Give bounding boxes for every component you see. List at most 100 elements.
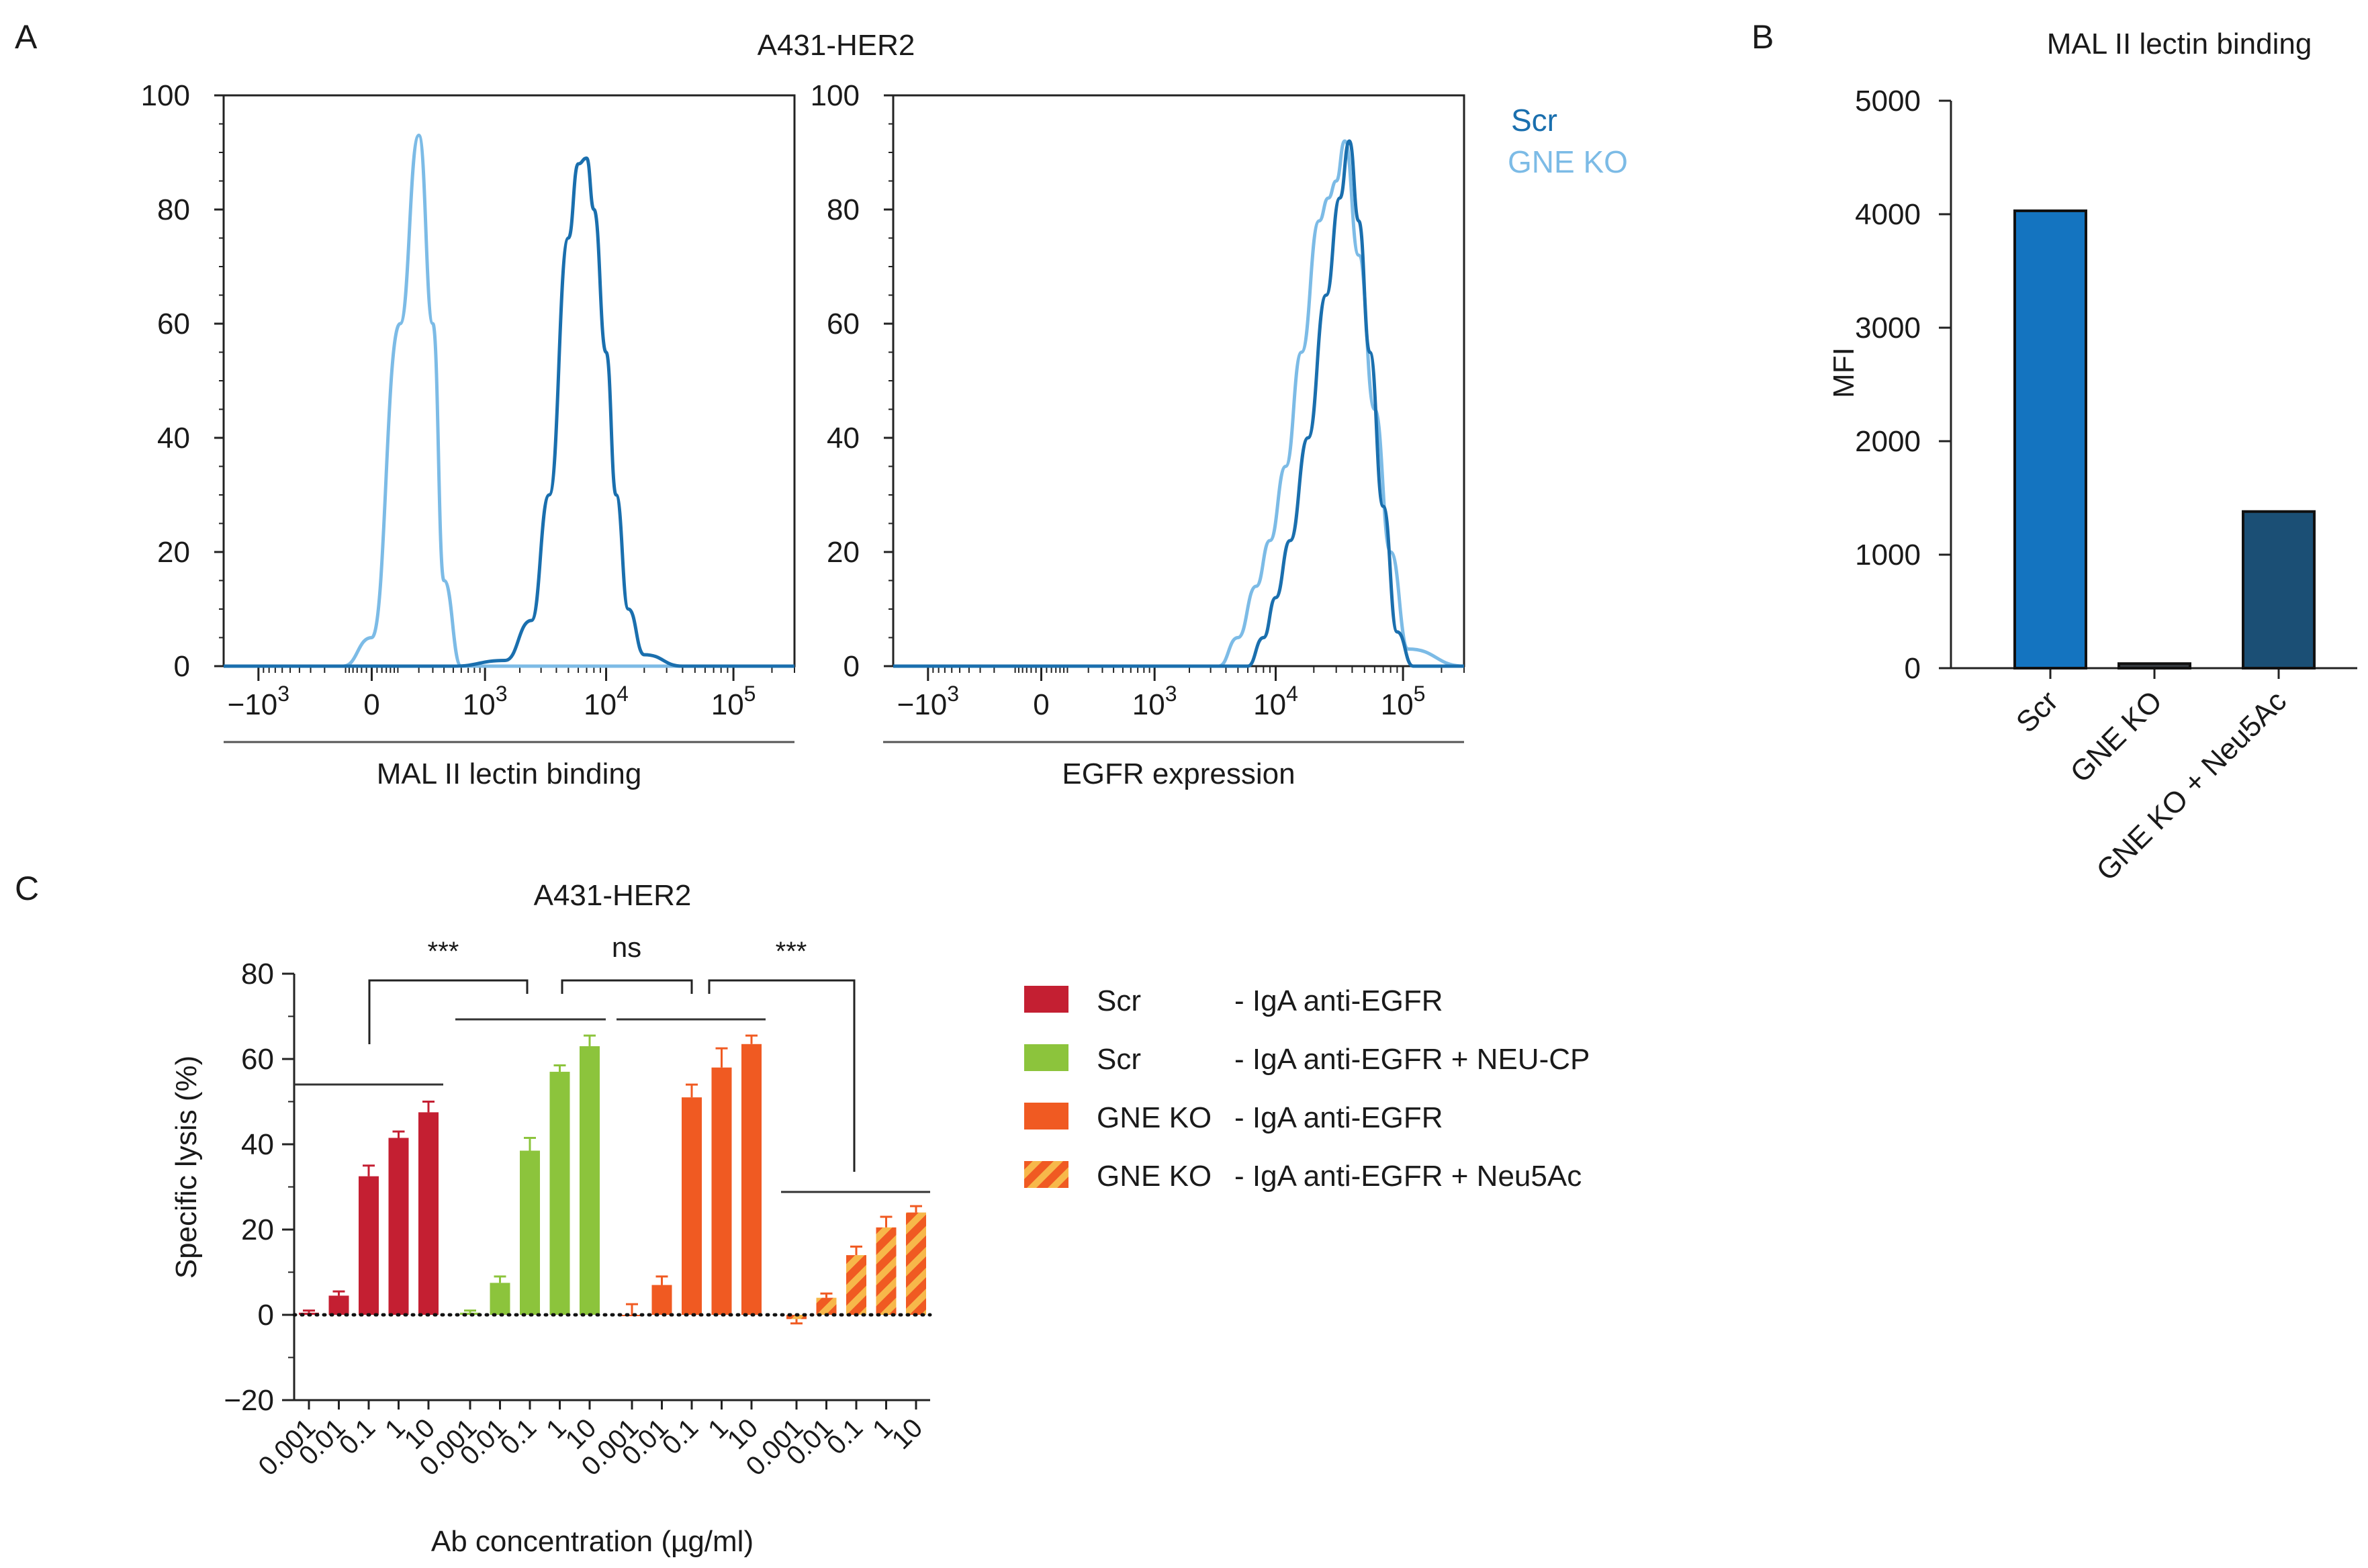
right-y-tick-label: 20	[827, 536, 860, 569]
c-bar	[549, 1072, 570, 1315]
left-x-tick-label: 105	[711, 682, 756, 721]
c-y-tick-label: 20	[241, 1213, 274, 1246]
c-y-tick-label: −20	[224, 1384, 274, 1417]
c-bar	[328, 1295, 349, 1315]
left-y-tick-label: 0	[174, 650, 190, 683]
legend-swatch-3	[1024, 1103, 1068, 1129]
left-x-label: MAL II lectin binding	[377, 757, 642, 790]
c-x-tick-label: 0.1	[334, 1413, 381, 1460]
panel-a-label: A	[15, 18, 38, 56]
panel-c-y-label: Specific lysis (%)	[170, 1056, 203, 1279]
left-y-tick-label: 20	[157, 536, 190, 569]
legend-group-2: Scr	[1097, 1043, 1141, 1076]
right-y-tick-label: 40	[827, 422, 860, 455]
panel-b: B MAL II lectin binding MFI 5000 4000 3000…	[1751, 18, 2357, 887]
c-bar	[520, 1150, 540, 1315]
sig-bracket-3	[708, 979, 856, 1172]
c-x-tick-label: 0.1	[821, 1413, 868, 1460]
panel-c: C A431-HER2 Specific lysis (%) Ab concen…	[15, 870, 1590, 1558]
c-bar	[418, 1112, 439, 1315]
legend-group-3: GNE KO	[1097, 1101, 1212, 1134]
sig-label-1: ***	[428, 937, 459, 966]
left-x-tick-label: 104	[584, 682, 629, 721]
left-x-axis: −103 0 103 104 105	[228, 666, 795, 721]
c-bar	[846, 1255, 866, 1315]
left-plot-frame	[222, 94, 796, 667]
right-x-axis: −103 0 103 104 105	[897, 666, 1465, 721]
left-y-tick-label: 60	[157, 308, 190, 340]
b-category-label: Scr	[2010, 684, 2064, 739]
legend-label-2: - IgA anti-EGFR + NEU-CP	[1234, 1043, 1590, 1076]
c-y-tick-label: 80	[241, 958, 274, 990]
c-bar	[359, 1176, 379, 1315]
c-bar	[906, 1212, 926, 1315]
panel-c-x-label: Ab concentration (µg/ml)	[431, 1525, 754, 1558]
panel-a-title: A431-HER2	[758, 29, 915, 62]
legend-swatch-1	[1024, 986, 1068, 1013]
sig-label-2: ns	[612, 931, 641, 963]
b-y-tick-label: 5000	[1855, 85, 1921, 118]
left-x-tick-label: 103	[463, 682, 508, 721]
b-y-tick-label: 1000	[1855, 539, 1921, 571]
panel-c-significance: *** ns ***	[294, 931, 930, 1193]
left-y-tick-label: 100	[141, 79, 190, 112]
panel-b-y-label: MFI	[1827, 347, 1860, 398]
c-bar	[786, 1315, 807, 1320]
panel-b-label: B	[1751, 18, 1774, 56]
right-x-label: EGFR expression	[1062, 757, 1295, 790]
sig-label-3: ***	[776, 937, 807, 966]
b-bar-1	[2013, 209, 2087, 670]
legend-label-3: - IgA anti-EGFR	[1234, 1101, 1443, 1134]
c-bar	[580, 1046, 600, 1315]
sig-bracket-1	[368, 979, 529, 1044]
left-curve-scr	[224, 156, 794, 668]
left-x-tick-label: 0	[363, 688, 379, 721]
left-y-axis: 100 80 60 40 20 0	[141, 79, 224, 683]
c-bar	[651, 1285, 672, 1315]
b-y-tick-label: 4000	[1855, 198, 1921, 231]
legend-group-1: Scr	[1097, 984, 1141, 1017]
b-y-tick-label: 0	[1905, 652, 1921, 685]
panel-a: A A431-HER2 100 80 60 40 20 0 −103 0 103 104 105 …	[15, 18, 1628, 790]
legend-gne-ko: GNE KO	[1508, 144, 1628, 179]
panel-b-title: MAL II lectin binding	[2047, 28, 2312, 60]
legend-label-1: - IgA anti-EGFR	[1234, 984, 1443, 1017]
right-x-tick-label: 103	[1132, 682, 1177, 721]
left-histograms	[224, 134, 794, 668]
panel-c-label: C	[15, 870, 39, 907]
c-bar	[460, 1312, 480, 1315]
c-bar	[622, 1315, 642, 1316]
right-y-tick-label: 100	[811, 79, 860, 112]
legend-swatch-2	[1024, 1044, 1068, 1071]
right-curve-scr	[893, 139, 1464, 668]
legend-label-4: - IgA anti-EGFR + Neu5Ac	[1234, 1160, 1582, 1193]
panel-c-legend: Scr - IgA anti-EGFR Scr - IgA anti-EGFR …	[1024, 984, 1590, 1193]
c-bar	[682, 1097, 702, 1315]
left-y-tick-label: 40	[157, 422, 190, 455]
panel-a-left-plot: 100 80 60 40 20 0 −103 0 103 104 105 MAL II lecti…	[141, 79, 796, 790]
b-y-tick-label: 3000	[1855, 312, 1921, 344]
b-bar-3	[2242, 510, 2316, 670]
right-x-tick-label: 104	[1253, 682, 1298, 721]
legend-scr: Scr	[1511, 103, 1557, 138]
c-x-tick-label: 10	[886, 1413, 929, 1455]
legend-group-4: GNE KO	[1097, 1160, 1212, 1193]
right-histograms	[893, 139, 1465, 668]
c-bar	[876, 1227, 897, 1315]
left-x-tick-label: −103	[228, 682, 289, 721]
b-y-tick-label: 2000	[1855, 425, 1921, 458]
panel-a-right-plot: 100 80 60 40 20 0 −103 0 103 104 105 EGFR express…	[811, 79, 1465, 790]
c-x-tick-label: 0.1	[495, 1413, 542, 1460]
right-y-axis: 100 80 60 40 20 0	[811, 79, 893, 683]
legend-swatch-4	[1024, 1161, 1068, 1188]
right-y-tick-label: 60	[827, 308, 860, 340]
panel-c-axes: 806040200−200.0010.010.11100.0010.010.11…	[224, 958, 930, 1481]
right-x-tick-label: 105	[1381, 682, 1426, 721]
b-category-label: GNE KO	[2064, 684, 2169, 789]
c-y-tick-label: 60	[241, 1043, 274, 1076]
c-bar	[741, 1044, 762, 1315]
c-bar	[711, 1067, 732, 1315]
panel-b-axes: 5000 4000 3000 2000 1000 0	[1855, 85, 2357, 685]
